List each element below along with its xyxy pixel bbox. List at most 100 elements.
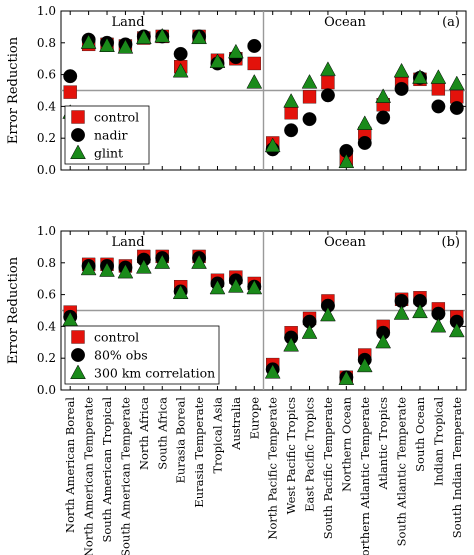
series-glint bbox=[62, 27, 465, 169]
data-point-square bbox=[284, 106, 298, 120]
y-tick-label: 0.6 bbox=[37, 68, 56, 82]
x-category-label: Tropical Asia bbox=[210, 397, 224, 474]
data-point-triangle bbox=[99, 262, 115, 277]
data-point-triangle bbox=[154, 27, 171, 43]
x-category-label: North Africa bbox=[137, 397, 151, 470]
x-category-labels: North American Boreal North American Temp… bbox=[63, 396, 464, 555]
x-category-label: West Pacific Tropics bbox=[284, 397, 298, 514]
x-category-label: South Atlantic Temperate bbox=[395, 397, 409, 547]
x-category-label: North American Boreal bbox=[63, 397, 77, 533]
data-point-triangle bbox=[412, 303, 428, 319]
data-point-triangle bbox=[393, 305, 410, 320]
data-point-circle bbox=[63, 69, 78, 84]
data-point-circle bbox=[394, 81, 409, 96]
data-point-triangle bbox=[375, 88, 392, 103]
legend-marker-square bbox=[71, 330, 85, 344]
data-point-triangle bbox=[228, 43, 244, 59]
region-label-land: Land bbox=[111, 235, 144, 250]
data-point-triangle bbox=[191, 29, 207, 45]
data-point-triangle bbox=[448, 322, 465, 338]
data-point-triangle bbox=[320, 61, 336, 76]
data-point-triangle bbox=[356, 357, 373, 373]
data-point-triangle bbox=[154, 254, 171, 269]
data-point-circle bbox=[302, 112, 317, 127]
data-point-circle bbox=[284, 123, 299, 138]
data-point-circle bbox=[173, 46, 188, 61]
x-category-label: South Ocean bbox=[413, 396, 427, 471]
data-point-triangle bbox=[375, 333, 392, 349]
x-category-label: South American Temperate bbox=[118, 397, 132, 555]
data-point-triangle bbox=[283, 336, 299, 352]
panel-tag: (a) bbox=[442, 15, 460, 30]
legend-marker-triangle bbox=[70, 364, 86, 380]
data-point-circle bbox=[247, 39, 262, 53]
data-point-triangle bbox=[135, 259, 152, 274]
x-category-label: East Pacific Tropics bbox=[303, 397, 317, 512]
x-category-label: South Indian Temperate bbox=[450, 397, 464, 538]
x-category-label: South Africa bbox=[155, 397, 169, 470]
region-label-ocean: Ocean bbox=[324, 235, 366, 250]
data-point-triangle bbox=[301, 74, 318, 89]
legend-label: 80% obs bbox=[94, 348, 148, 363]
x-category-label: Eurasia Temperate bbox=[192, 397, 206, 508]
panel-tag: (b) bbox=[442, 235, 460, 250]
x-category-label: Northern Ocean bbox=[339, 396, 353, 491]
data-point-triangle bbox=[320, 306, 336, 322]
y-tick-label: 0.4 bbox=[37, 99, 56, 113]
data-point-triangle bbox=[301, 324, 318, 339]
data-point-triangle bbox=[338, 153, 355, 169]
data-point-circle bbox=[376, 110, 391, 125]
data-point-triangle bbox=[430, 317, 447, 333]
data-point-circle bbox=[449, 101, 464, 115]
data-point-circle bbox=[320, 88, 335, 103]
data-point-triangle bbox=[264, 137, 281, 153]
data-point-circle bbox=[357, 136, 372, 150]
y-tick-label: 0.0 bbox=[37, 163, 56, 177]
data-point-triangle bbox=[448, 75, 465, 91]
data-point-square bbox=[247, 56, 261, 71]
data-point-triangle bbox=[80, 34, 97, 49]
legend: control nadir glint bbox=[64, 105, 150, 165]
x-category-label: Europe bbox=[247, 397, 261, 440]
data-point-square bbox=[431, 82, 446, 96]
legend-label: glint bbox=[94, 146, 123, 161]
series-300-km-correlation bbox=[62, 254, 465, 385]
y-tick-label: 0.0 bbox=[37, 383, 56, 397]
data-point-triangle bbox=[393, 62, 410, 78]
data-point-square bbox=[321, 75, 335, 90]
legend-marker-circle bbox=[71, 348, 85, 362]
legend-label: nadir bbox=[94, 128, 128, 143]
legend-box bbox=[64, 325, 220, 385]
data-point-circle bbox=[431, 99, 446, 114]
x-category-label: South American Tropical bbox=[100, 397, 114, 543]
x-category-label: Australia bbox=[229, 397, 243, 451]
data-point-triangle bbox=[246, 279, 263, 295]
data-point-triangle bbox=[264, 363, 281, 379]
y-tick-label: 0.4 bbox=[37, 319, 56, 333]
data-point-triangle bbox=[135, 29, 152, 45]
data-point-triangle bbox=[283, 93, 299, 108]
region-label-land: Land bbox=[111, 15, 144, 30]
data-point-triangle bbox=[80, 260, 97, 276]
legend-marker-triangle bbox=[70, 144, 86, 160]
data-point-square bbox=[63, 85, 77, 99]
y-tick-label: 0.8 bbox=[37, 36, 56, 50]
x-category-label: Atlantic Tropics bbox=[376, 397, 390, 491]
data-point-triangle bbox=[412, 69, 428, 84]
data-point-triangle bbox=[99, 37, 115, 52]
y-tick-label: 1.0 bbox=[37, 4, 56, 18]
legend-label: 300 km correlation bbox=[94, 366, 215, 381]
y-tick-label: 1.0 bbox=[37, 224, 56, 238]
legend-marker-square bbox=[71, 110, 85, 124]
data-point-triangle bbox=[356, 115, 373, 130]
region-label-ocean: Ocean bbox=[324, 15, 366, 30]
x-category-label: North Pacific Temperate bbox=[266, 397, 280, 540]
data-point-triangle bbox=[209, 53, 226, 68]
data-point-triangle bbox=[430, 69, 447, 84]
legend: control 80% obs 300 km correlation bbox=[64, 325, 220, 385]
data-point-triangle bbox=[172, 284, 189, 300]
data-point-triangle bbox=[117, 39, 134, 54]
y-tick-label: 0.2 bbox=[37, 131, 56, 145]
x-category-label: South Pacific Temperate bbox=[321, 397, 335, 539]
data-point-triangle bbox=[172, 62, 189, 78]
